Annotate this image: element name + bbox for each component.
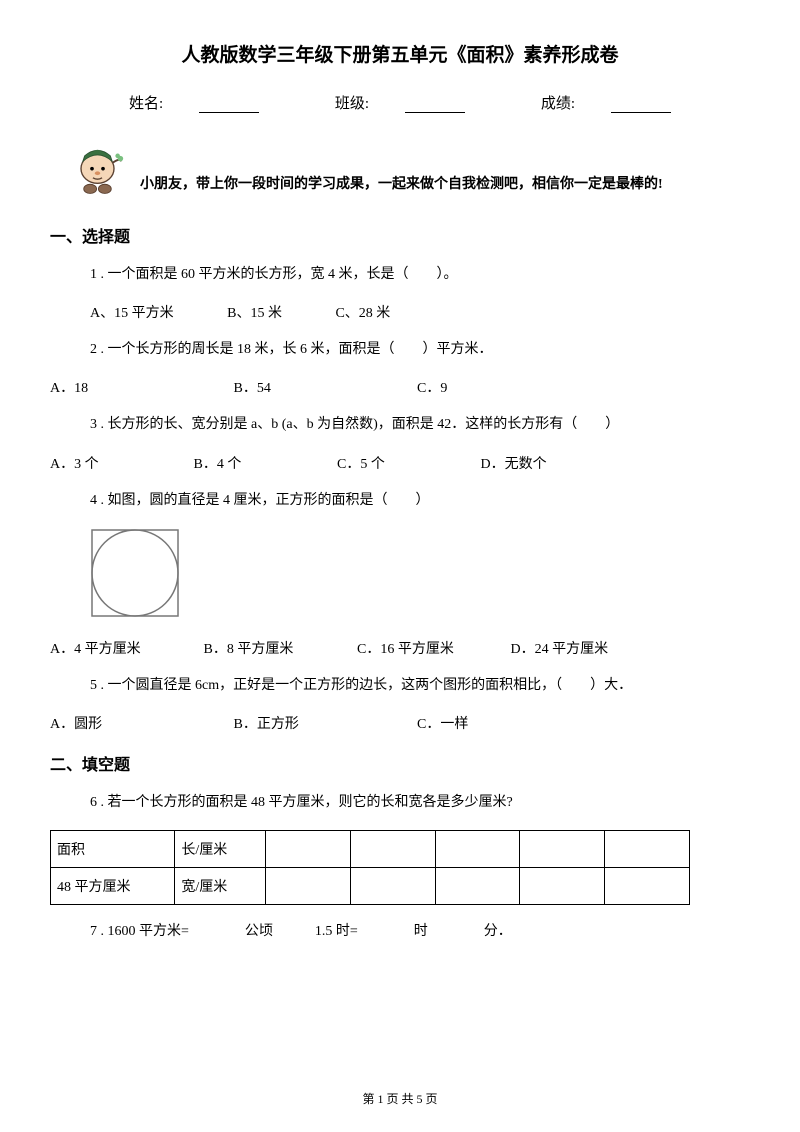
question-3-options: A．3 个 B．4 个 C．5 个 D．无数个 (50, 453, 750, 473)
question-6-table: 面积 长/厘米 48 平方厘米 宽/厘米 (50, 830, 690, 905)
q3-opt-a: A．3 个 (50, 453, 190, 473)
table-r0c0: 面积 (51, 831, 175, 868)
q4-opt-d: D．24 平方厘米 (511, 638, 661, 658)
score-label: 成绩: (523, 96, 689, 112)
table-r0c4[interactable] (435, 831, 520, 868)
question-4: 4 . 如图，圆的直径是 4 厘米，正方形的面积是（ ） (90, 488, 750, 513)
table-r1c0: 48 平方厘米 (51, 868, 175, 905)
table-r0c6[interactable] (605, 831, 690, 868)
student-info-row: 姓名: 班级: 成绩: (50, 92, 750, 113)
name-blank[interactable] (199, 98, 259, 113)
score-blank[interactable] (611, 98, 671, 113)
question-3: 3 . 长方形的长、宽分别是 a、b (a、b 为自然数)，面积是 42．这样的… (90, 412, 750, 437)
question-5-options: A．圆形 B．正方形 C．一样 (50, 713, 750, 733)
q1-opt-b: B、15 米 (227, 302, 282, 322)
mascot-row: 小朋友，带上你一段时间的学习成果，一起来做个自我检测吧，相信你一定是最棒的! (50, 143, 750, 198)
table-r1c3[interactable] (350, 868, 435, 905)
q2-opt-a: A．18 (50, 377, 230, 397)
page-title: 人教版数学三年级下册第五单元《面积》素养形成卷 (50, 40, 750, 67)
table-r0c1: 长/厘米 (175, 831, 265, 868)
question-4-options: A．4 平方厘米 B．8 平方厘米 C．16 平方厘米 D．24 平方厘米 (50, 638, 750, 658)
table-r1c4[interactable] (435, 868, 520, 905)
page-footer: 第 1 页 共 5 页 (50, 1090, 750, 1107)
name-label: 姓名: (111, 96, 277, 112)
q4-opt-a: A．4 平方厘米 (50, 638, 200, 658)
q3-opt-c: C．5 个 (337, 453, 477, 473)
question-1-options: A、15 平方米 B、15 米 C、28 米 (90, 302, 750, 322)
section-2-header: 二、填空题 (50, 751, 750, 775)
table-r1c5[interactable] (520, 868, 605, 905)
q5-opt-a: A．圆形 (50, 713, 230, 733)
table-r0c2[interactable] (265, 831, 350, 868)
q2-opt-c: C．9 (417, 377, 577, 397)
mascot-icon (70, 143, 125, 198)
table-r0c3[interactable] (350, 831, 435, 868)
q4-opt-c: C．16 平方厘米 (357, 638, 507, 658)
question-6: 6 . 若一个长方形的面积是 48 平方厘米，则它的长和宽各是多少厘米? (90, 790, 750, 815)
q5-opt-c: C．一样 (417, 713, 577, 733)
class-label: 班级: (317, 96, 483, 112)
q1-opt-c: C、28 米 (335, 302, 390, 322)
question-2: 2 . 一个长方形的周长是 18 米，长 6 米，面积是（ ）平方米． (90, 337, 750, 362)
q3-opt-d: D．无数个 (481, 453, 621, 473)
table-r1c1: 宽/厘米 (175, 868, 265, 905)
q5-opt-b: B．正方形 (234, 713, 414, 733)
q1-opt-a: A、15 平方米 (90, 302, 174, 322)
encourage-text: 小朋友，带上你一段时间的学习成果，一起来做个自我检测吧，相信你一定是最棒的! (140, 173, 663, 198)
q3-opt-b: B．4 个 (194, 453, 334, 473)
question-5: 5 . 一个圆直径是 6cm，正好是一个正方形的边长，这两个图形的面积相比，（ … (90, 673, 750, 698)
q2-opt-b: B．54 (234, 377, 414, 397)
table-r1c2[interactable] (265, 868, 350, 905)
question-1: 1 . 一个面积是 60 平方米的长方形，宽 4 米，长是（ ）。 (90, 262, 750, 287)
table-r1c6[interactable] (605, 868, 690, 905)
section-1-header: 一、选择题 (50, 223, 750, 247)
question-7: 7 . 1600 平方米= 公顷 1.5 时= 时 分． (90, 920, 750, 940)
table-r0c5[interactable] (520, 831, 605, 868)
question-4-figure (90, 528, 750, 623)
q4-opt-b: B．8 平方厘米 (204, 638, 354, 658)
class-blank[interactable] (405, 98, 465, 113)
question-2-options: A．18 B．54 C．9 (50, 377, 750, 397)
